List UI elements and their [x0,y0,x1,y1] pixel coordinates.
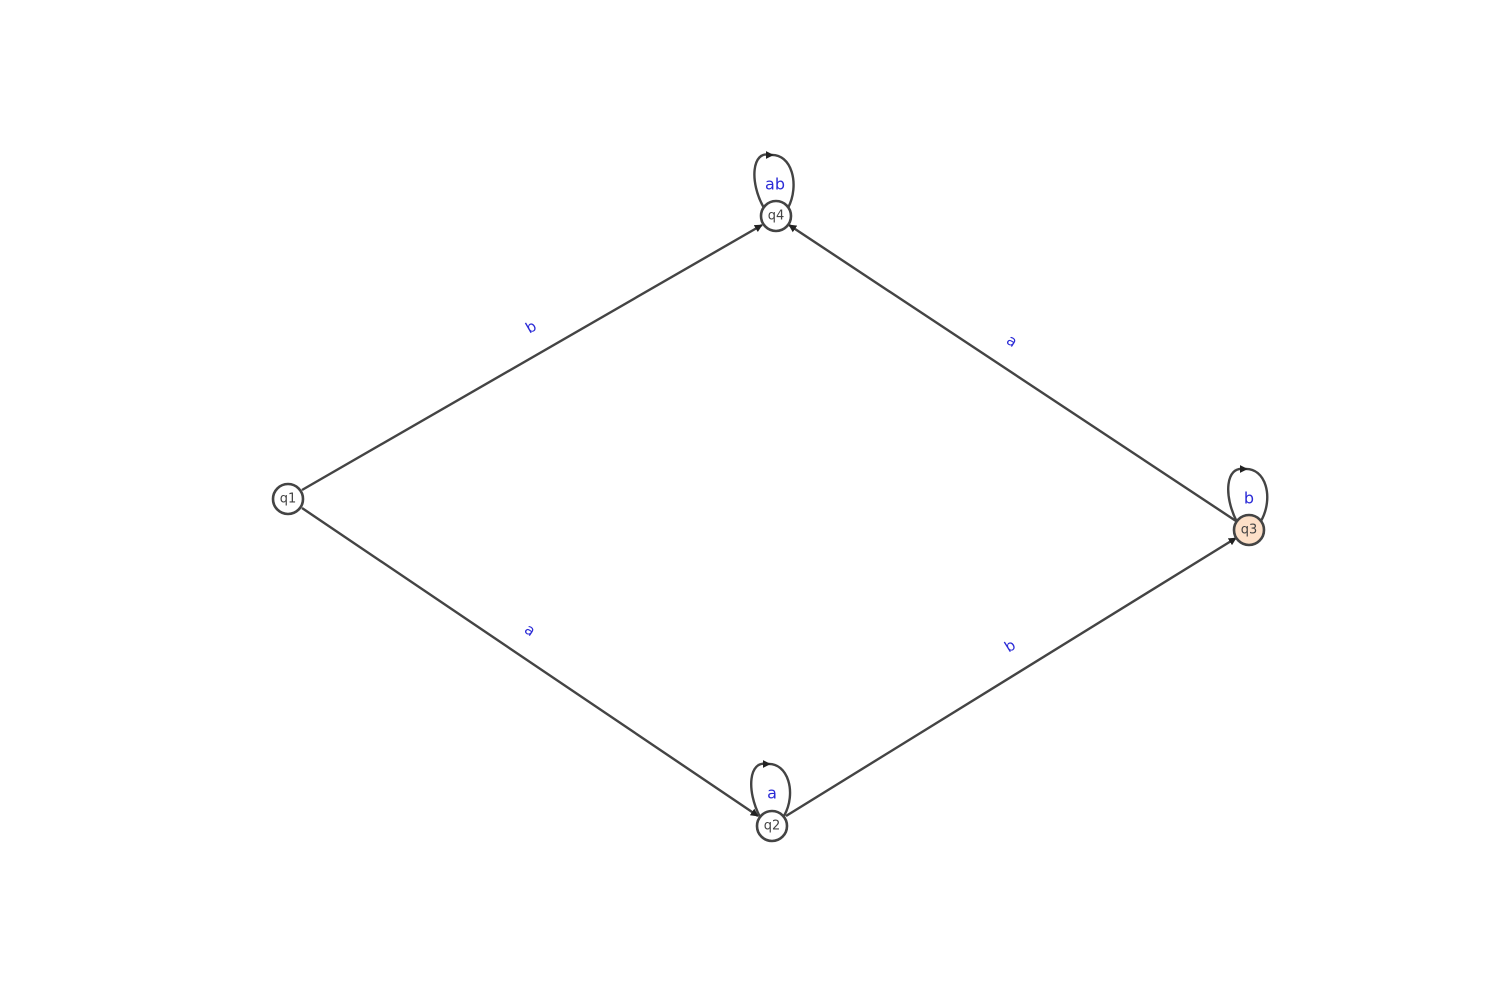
state-q2-circle [755,809,789,843]
self-loop-q2-label: a [767,784,777,803]
transition-q3-q4-label: a [1003,331,1021,351]
state-q3-circle [1232,513,1266,547]
state-q1-circle [271,482,305,516]
state-q4-circle [759,199,793,233]
state-q2-label: q2 [764,819,781,834]
state-q4-label: q4 [768,209,785,224]
self-loop-q4-label: ab [765,175,785,194]
state-q2: q2 [755,809,789,843]
transition-q2-q3-label: b [1001,636,1019,656]
transition-q1-q4 [301,223,763,492]
self-loop-q3-label: b [1244,489,1254,508]
state-q1: q1 [271,482,305,516]
state-q4: q4 [759,199,793,233]
transition-q1-q4-label: b [522,317,539,337]
transition-q1-q2-label: a [521,620,539,640]
state-q3-label: q3 [1241,523,1258,538]
state-q3: q3 [1232,513,1266,547]
transition-q2-q3 [785,536,1237,818]
state-q1-label: q1 [280,492,297,507]
transition-q3-q4 [788,223,1237,523]
transition-q1-q2 [301,507,759,817]
